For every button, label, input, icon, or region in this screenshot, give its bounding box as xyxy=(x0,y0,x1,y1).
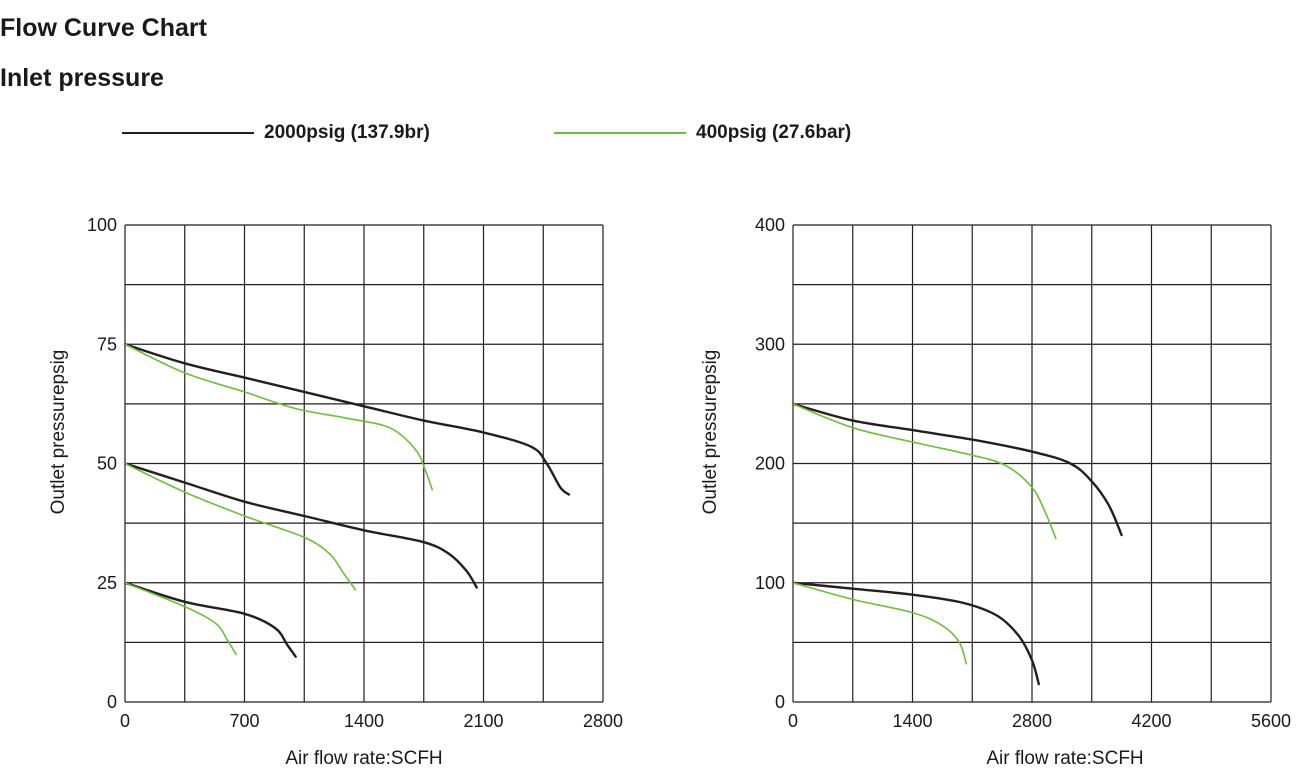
page-title: Flow Curve Chart xyxy=(0,14,207,42)
series-line-400psig xyxy=(792,403,1057,540)
x-axis-title: Air flow rate:SCFH xyxy=(285,748,442,769)
y-tick-label: 100 xyxy=(755,573,785,593)
y-tick-label: 50 xyxy=(97,454,117,474)
legend-label-2000psig: 2000psig (137.9br) xyxy=(264,122,430,143)
x-tick-label: 1400 xyxy=(892,711,932,731)
x-tick-label: 2800 xyxy=(583,711,623,731)
series-line-2000psig xyxy=(791,581,1040,686)
x-tick-label: 700 xyxy=(229,711,259,731)
x-tick-label: 4200 xyxy=(1131,711,1171,731)
x-tick-label: 0 xyxy=(788,711,798,731)
legend-swatch-2000psig xyxy=(122,132,254,134)
y-tick-label: 25 xyxy=(97,573,117,593)
series-line-400psig xyxy=(124,462,357,591)
page-subtitle: Inlet pressure xyxy=(0,64,164,92)
legend: 2000psig (137.9br) 400psig (27.6bar) xyxy=(0,122,1300,158)
x-axis-title: Air flow rate:SCFH xyxy=(986,748,1143,769)
series-line-2000psig xyxy=(123,581,297,658)
y-tick-label: 400 xyxy=(755,215,785,235)
legend-item-2000psig: 2000psig (137.9br) xyxy=(122,122,430,144)
series-line-2000psig xyxy=(123,462,478,589)
x-tick-label: 1400 xyxy=(344,711,384,731)
series-line-400psig xyxy=(124,582,237,656)
series-line-400psig xyxy=(792,582,968,665)
series-line-2000psig xyxy=(791,402,1123,537)
x-tick-label: 2100 xyxy=(463,711,503,731)
y-tick-label: 75 xyxy=(97,334,117,354)
y-tick-label: 0 xyxy=(775,692,785,712)
y-tick-label: 0 xyxy=(107,692,117,712)
chart-low-range: 0 25 50 75 100 0 700 1400 2100 2800 Air flow rate:… xyxy=(48,215,623,769)
chart-high-range: 0 100 200 300 400 0 1400 2800 4200 5600 Air flow r… xyxy=(700,215,1291,769)
y-tick-label: 300 xyxy=(755,334,785,354)
grid-lines xyxy=(792,224,1272,703)
legend-swatch-400psig xyxy=(554,132,686,134)
x-tick-label: 2800 xyxy=(1012,711,1052,731)
x-tick-label: 5600 xyxy=(1251,711,1291,731)
series-line-2000psig xyxy=(123,343,571,496)
y-tick-label: 200 xyxy=(755,454,785,474)
series-line-400psig xyxy=(124,343,434,491)
x-tick-label: 0 xyxy=(120,711,130,731)
y-axis-title: Outlet pressurepsig xyxy=(700,350,721,515)
legend-item-400psig: 400psig (27.6bar) xyxy=(554,122,851,144)
legend-label-400psig: 400psig (27.6bar) xyxy=(696,122,852,143)
grid-lines xyxy=(124,224,604,703)
y-axis-title: Outlet pressurepsig xyxy=(48,350,69,515)
y-tick-label: 100 xyxy=(87,215,117,235)
